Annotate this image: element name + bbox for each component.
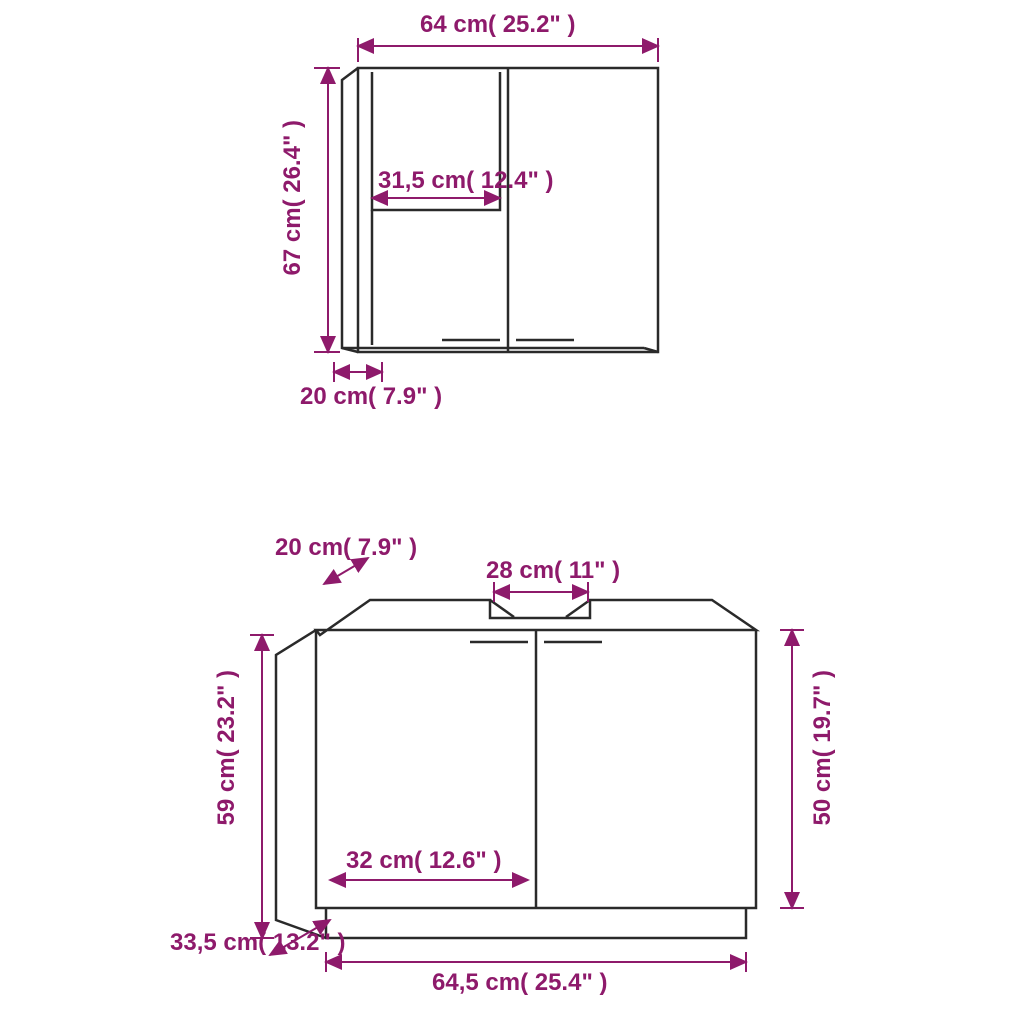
dim-upper-height: 67 cm( 26.4" ) (280, 120, 306, 275)
dim-upper-depth: 20 cm( 7.9" ) (300, 384, 442, 410)
diagram-root: 64 cm( 25.2" ) 67 cm( 26.4" ) 31,5 cm( 1… (0, 0, 1024, 1024)
dim-lower-depth: 33,5 cm( 13.2" ) (170, 930, 345, 956)
dim-upper-shelf: 31,5 cm( 12.4" ) (378, 168, 553, 194)
dim-lower-topdepth: 20 cm( 7.9" ) (275, 535, 417, 561)
dim-lower-cutout: 28 cm( 11" ) (486, 558, 620, 584)
lower-cabinet-drawing (276, 600, 756, 938)
line-art-svg (0, 0, 1024, 1024)
upper-cabinet-drawing (342, 68, 658, 352)
dim-lower-interior: 32 cm( 12.6" ) (346, 848, 501, 874)
dim-upper-width: 64 cm( 25.2" ) (420, 12, 575, 38)
lower-cabinet-dimensions (250, 558, 804, 972)
dim-lower-doorh: 50 cm( 19.7" ) (810, 670, 836, 825)
dim-lower-height: 59 cm( 23.2" ) (214, 670, 240, 825)
dim-lower-width: 64,5 cm( 25.4" ) (432, 970, 607, 996)
